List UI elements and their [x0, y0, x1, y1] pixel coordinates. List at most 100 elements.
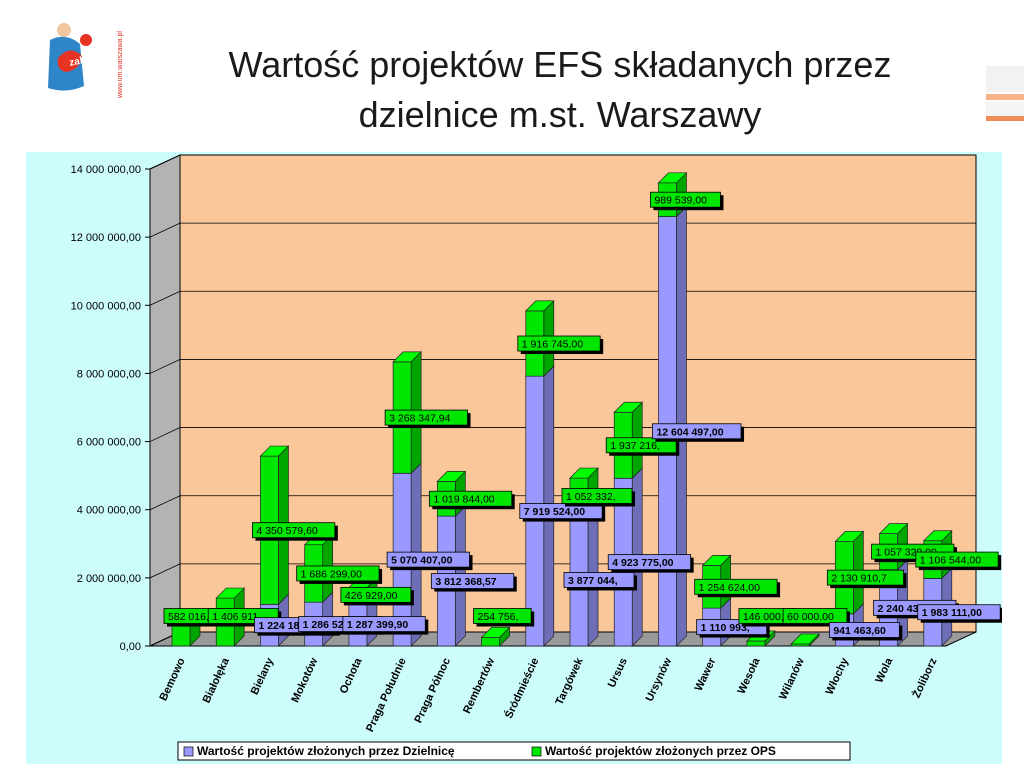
- data-label-box: [826, 569, 904, 586]
- x-category-label: Rembertów: [461, 656, 497, 716]
- data-label-box: [650, 191, 721, 208]
- bar-top-face: [657, 172, 688, 184]
- gridline: [149, 290, 976, 306]
- legend-label-ops: Wartość projektów złożonych przez OPS: [545, 744, 776, 758]
- bar-top-face: [524, 300, 555, 312]
- data-label-dzielnica: 1 287 399,90: [342, 616, 429, 635]
- data-label-box: [561, 488, 633, 504]
- data-label-text: 1 406 911,: [212, 611, 261, 623]
- x-category-label: Bemowo: [157, 656, 187, 703]
- data-label-ops: 4 350 579,60: [252, 522, 338, 541]
- data-label-box: [915, 551, 999, 568]
- data-label-text: 60 000,00: [787, 611, 834, 623]
- x-category-label: Białołęka: [201, 655, 233, 705]
- y-tick-label: 12 000 000,00: [71, 232, 141, 244]
- data-label-box: [519, 503, 603, 519]
- data-label-box: [473, 608, 532, 624]
- x-category-label: Wesoła: [736, 655, 763, 696]
- data-label-box: [342, 616, 426, 632]
- data-label-text: 1 019 844,00: [433, 494, 494, 506]
- data-label-box: [828, 622, 900, 638]
- data-label-text: 2 130 910,7: [831, 573, 887, 585]
- x-category-label: Włochy: [824, 655, 852, 696]
- data-label-ops: 3 268 347,94: [384, 409, 471, 429]
- data-label-text: 1 110 993,: [701, 622, 750, 634]
- legend-swatch-dzielnica: [183, 746, 194, 757]
- bar-top-face: [259, 445, 290, 457]
- data-label-text: 1 937 216,: [610, 440, 660, 452]
- y-tick-label: 4 000 000,00: [77, 505, 141, 517]
- bar-top-face: [392, 351, 422, 363]
- bar-top-face: [878, 523, 909, 534]
- x-category-label: Ochota: [338, 655, 365, 695]
- logo-url: www.um.warszawa.pl: [117, 31, 124, 99]
- city-logo: zakochaj się w warszawie www.um.warszawa…: [36, 14, 190, 110]
- data-label-dzielnica: 3 877 044,: [563, 572, 637, 591]
- decorative-tabs: [986, 66, 1024, 126]
- data-label-ops: 1 916 745,00: [517, 335, 604, 355]
- gridline: [149, 359, 976, 374]
- y-tick-label: 10 000 000,00: [71, 300, 141, 312]
- y-tick-label: 0,00: [120, 641, 141, 653]
- gridline: [149, 222, 976, 238]
- data-label-text: 4 923 775,00: [612, 557, 673, 569]
- data-label-text: 12 604 497,00: [656, 426, 723, 438]
- data-label-box: [384, 409, 468, 426]
- data-label-text: 1 686 299,00: [301, 568, 362, 580]
- x-category-label: Wilanów: [777, 656, 807, 702]
- data-label-text: 1 983 111,00: [922, 607, 982, 619]
- data-label-dzielnica: 4 923 775,00: [607, 554, 694, 573]
- data-label-box: [694, 578, 778, 595]
- data-label-text: 5 070 407,00: [391, 555, 452, 567]
- legend-swatch-ops: [531, 746, 542, 757]
- data-label-dzielnica: 5 070 407,00: [386, 551, 473, 571]
- data-label-text: 3 812 368,57: [435, 576, 496, 588]
- data-label-text: 1 052 332,: [566, 491, 616, 503]
- data-label-box: [340, 586, 412, 603]
- data-label-dzielnica: 3 812 368,57: [430, 573, 517, 592]
- bar-segment-ops: [790, 633, 820, 647]
- bar-segment-ops: [480, 626, 511, 647]
- data-label-text: 254 756,: [478, 611, 519, 623]
- x-category-label: Wawer: [693, 656, 719, 693]
- data-label-ops: 1 019 844,00: [428, 490, 515, 510]
- data-label-text: 4 350 579,60: [256, 525, 317, 537]
- legend: Wartość projektów złożonych przez Dzieln…: [177, 741, 851, 761]
- x-category-label: Ursus: [606, 656, 630, 689]
- data-label-ops: 2 130 910,7: [826, 569, 907, 589]
- bar-front-face: [481, 636, 500, 647]
- legend-box: [177, 741, 851, 761]
- slide-title: Wartość projektów EFS składanych przez d…: [150, 40, 970, 140]
- data-label-text: 426 929,00: [345, 590, 398, 602]
- data-label-box: [563, 572, 635, 588]
- bar-top-face: [569, 467, 599, 479]
- x-category-label: Praga Północ: [412, 656, 453, 725]
- x-category-label: Żoliborz: [910, 655, 940, 700]
- x-category-label: Bielany: [249, 655, 277, 696]
- title-line-2: dzielnice m.st. Warszawy: [358, 94, 762, 135]
- data-label-text: 146 000,: [743, 611, 784, 623]
- y-tick-label: 8 000 000,00: [77, 368, 141, 380]
- logo-graphic: zakochaj się w warszawie www.um.warszawa…: [48, 23, 190, 99]
- data-label-text: 941 463,60: [833, 625, 886, 637]
- bar-top-face: [834, 530, 865, 542]
- gridline: [149, 495, 976, 511]
- y-tick-label: 14 000 000,00: [71, 164, 141, 176]
- data-label-ops: 1 052 332,: [561, 488, 635, 507]
- plot-side-wall: [149, 154, 181, 647]
- data-label-text: 3 877 044,: [568, 575, 618, 587]
- bar-top-face: [613, 401, 644, 413]
- bar-top-face: [701, 555, 732, 566]
- data-label-box: [607, 554, 692, 571]
- stacked-bar-chart: 0,00 2 000 000,00 4 000 000,00 6 000 000,00…: [71, 154, 1002, 761]
- data-label-text: 582 016,: [168, 611, 209, 623]
- y-tick-label: 6 000 000,00: [77, 437, 141, 449]
- data-label-ops: 1 254 624,00: [694, 578, 781, 598]
- gridline: [149, 154, 976, 170]
- data-label-dzielnica: 7 919 524,00: [519, 503, 606, 522]
- x-category-label: Mokotów: [289, 656, 320, 705]
- data-label-text: 7 919 524,00: [524, 506, 585, 518]
- y-tick-label: 2 000 000,00: [77, 573, 141, 585]
- bar-front-face: [171, 625, 191, 647]
- data-label-box: [296, 565, 380, 582]
